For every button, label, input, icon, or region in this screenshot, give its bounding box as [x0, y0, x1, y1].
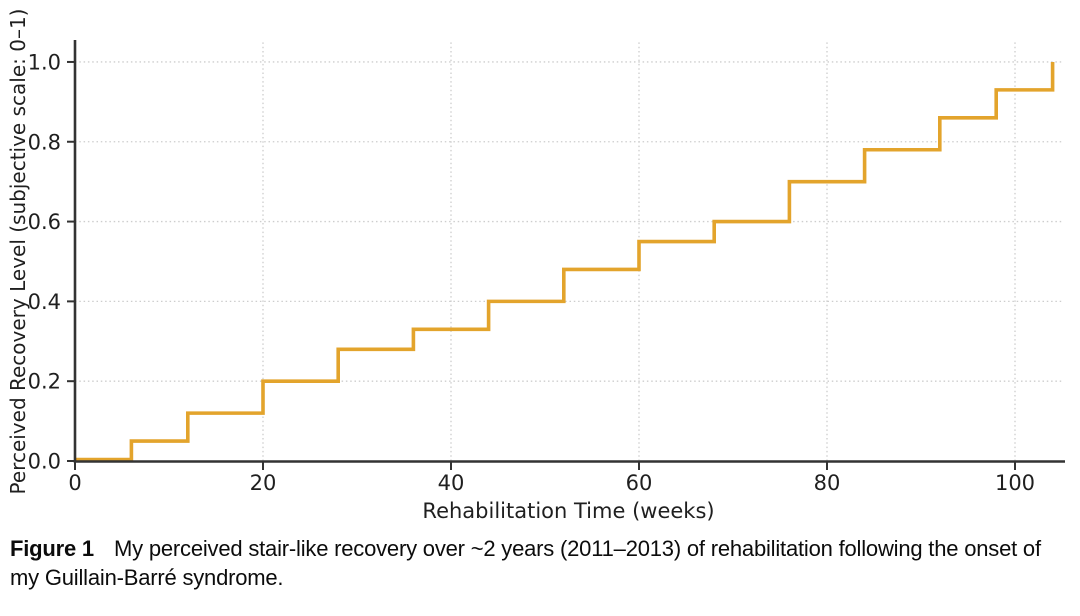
y-tick-label: 0.6	[28, 210, 61, 234]
figure-caption-text: My perceived stair-like recovery over ~2…	[10, 536, 1041, 591]
axis-spines	[73, 40, 1065, 463]
x-tick-label: 40	[438, 471, 465, 495]
x-axis-label: Rehabilitation Time (weeks)	[422, 499, 714, 523]
x-tick-label: 60	[626, 471, 653, 495]
y-tick-label: 0.0	[28, 450, 61, 474]
y-tick-label: 1.0	[28, 50, 61, 74]
recovery-step-line	[75, 61, 1055, 462]
x-tick-label: 20	[250, 471, 277, 495]
y-tick-label: 0.4	[28, 290, 61, 314]
y-axis-label: Perceived Recovery Level (subjective sca…	[6, 9, 30, 495]
x-tick-label: 100	[995, 471, 1035, 495]
x-tick-label: 0	[68, 471, 81, 495]
y-tick-label: 0.2	[28, 370, 61, 394]
figure-1: 0 20 40 60 80 100 0.0 0.2 0.4 0.6 0.8 1.0 Rehabilita…	[6, 9, 1068, 593]
figure-caption-label: Figure 1	[10, 536, 94, 561]
x-tick-labels: 0 20 40 60 80 100	[68, 471, 1035, 495]
y-tick-labels: 0.0 0.2 0.4 0.6 0.8 1.0	[28, 50, 61, 473]
grid-lines	[75, 42, 1062, 461]
x-tick-label: 80	[814, 471, 841, 495]
chart-svg: 0 20 40 60 80 100 0.0 0.2 0.4 0.6 0.8 1.0 Rehabilita…	[6, 9, 1065, 523]
recovery-step-chart: 0 20 40 60 80 100 0.0 0.2 0.4 0.6 0.8 1.0 Rehabilita…	[6, 9, 1065, 523]
y-tick-label: 0.8	[28, 130, 61, 154]
figure-caption: Figure 1 My perceived stair-like recovery…	[10, 534, 1068, 593]
tick-marks	[67, 60, 1016, 470]
